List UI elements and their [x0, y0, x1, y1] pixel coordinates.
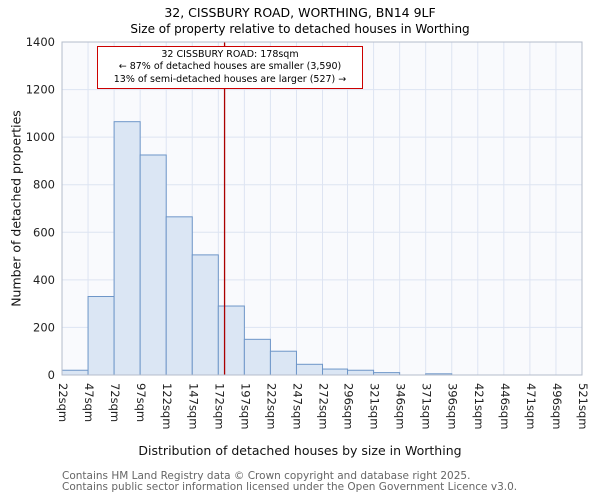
- x-tick-label: 172sqm: [212, 383, 226, 429]
- histogram-bar: [113, 121, 141, 376]
- x-tick-label: 272sqm: [317, 383, 331, 429]
- x-tick-label: 296sqm: [342, 383, 356, 429]
- histogram-bar: [347, 369, 375, 376]
- annotation-property-size: 32 CISSBURY ROAD: 178sqm: [161, 49, 299, 60]
- x-tick-label: 371sqm: [420, 383, 434, 429]
- chart-title-line2: Size of property relative to detached ho…: [130, 22, 470, 36]
- y-tick-label: 1400: [26, 35, 55, 49]
- footer-copyright-line1: Contains HM Land Registry data © Crown c…: [62, 470, 471, 482]
- x-tick-label: 496sqm: [550, 383, 564, 429]
- histogram-bar: [87, 296, 115, 376]
- y-tick-label: 400: [33, 273, 55, 287]
- histogram-bar: [217, 305, 245, 376]
- x-tick-label: 247sqm: [290, 383, 304, 429]
- plot-border: [61, 41, 583, 376]
- annotation-box: 32 CISSBURY ROAD: 178sqm ← 87% of detach…: [97, 46, 363, 90]
- histogram-bar: [295, 363, 324, 376]
- histogram-bar: [165, 216, 193, 376]
- y-axis-label: Number of detached properties: [8, 110, 24, 307]
- footer-copyright-line2: Contains public sector information licen…: [62, 481, 518, 493]
- x-tick-label: 222sqm: [264, 383, 278, 429]
- x-tick-label: 346sqm: [394, 383, 408, 429]
- x-tick-label: 122sqm: [160, 383, 174, 429]
- histogram-bar: [61, 369, 89, 376]
- chart-title-line1: 32, CISSBURY ROAD, WORTHING, BN14 9LF: [164, 5, 436, 20]
- y-tick-label: 1000: [26, 130, 55, 144]
- y-tick-label: 600: [33, 225, 55, 239]
- x-tick-label: 22sqm: [56, 383, 70, 422]
- x-tick-label: 72sqm: [108, 383, 122, 422]
- histogram-bar: [139, 154, 167, 376]
- x-tick-label: 321sqm: [368, 383, 382, 429]
- x-tick-label: 197sqm: [238, 383, 252, 429]
- annotation-larger-pct: 13% of semi-detached houses are larger (…: [113, 73, 347, 85]
- annotation-smaller-pct: ← 87% of detached houses are smaller (3,…: [118, 61, 342, 73]
- x-tick-label: 147sqm: [186, 383, 200, 429]
- x-tick-label: 471sqm: [524, 383, 538, 429]
- x-tick-label: 521sqm: [576, 383, 590, 429]
- histogram-bar: [269, 350, 297, 376]
- x-axis-label: Distribution of detached houses by size …: [138, 443, 462, 458]
- x-tick-label: 446sqm: [498, 383, 512, 429]
- x-tick-label: 396sqm: [446, 383, 460, 429]
- histogram-bar: [191, 254, 219, 376]
- y-tick-label: 800: [33, 178, 55, 192]
- y-tick-label: 1200: [26, 83, 55, 97]
- x-tick-label: 47sqm: [82, 383, 96, 422]
- y-tick-label: 200: [33, 320, 55, 334]
- histogram-bar: [243, 338, 271, 376]
- y-tick-label: 0: [48, 368, 55, 382]
- histogram-bar: [322, 368, 349, 376]
- x-tick-label: 421sqm: [472, 383, 486, 429]
- histogram-chart: 0 200 400 600 800 1000 1200 1400 22sqm 47sqm 72sqm…: [26, 35, 590, 429]
- x-tick-label: 97sqm: [134, 383, 148, 422]
